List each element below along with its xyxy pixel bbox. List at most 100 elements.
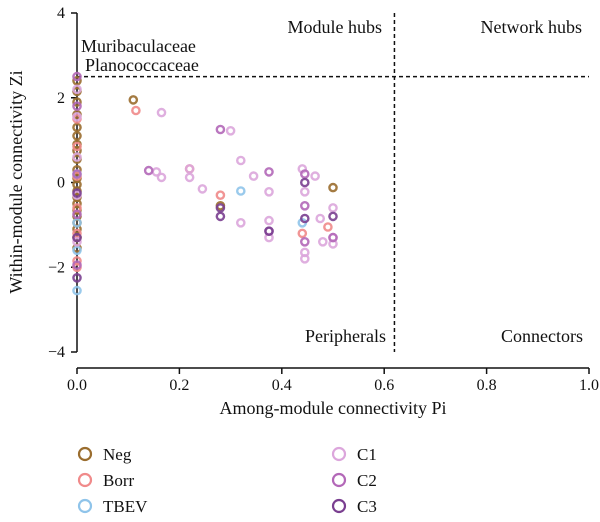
legend-marker-icon bbox=[77, 472, 93, 488]
legend-item-c1: C1 bbox=[331, 445, 377, 464]
data-point-c3 bbox=[299, 177, 310, 188]
y-tick-label: −2 bbox=[48, 259, 65, 276]
data-point-c3 bbox=[72, 272, 82, 283]
data-point-tbev bbox=[72, 217, 82, 228]
quadrant-label-module-hubs: Module hubs bbox=[288, 17, 383, 37]
x-tick-label: 0.6 bbox=[374, 377, 394, 394]
data-point-c3 bbox=[72, 232, 82, 243]
legend-label: C2 bbox=[357, 471, 377, 490]
data-point-neg bbox=[128, 95, 139, 105]
x-tick-label: 0.4 bbox=[272, 377, 292, 394]
data-point-neg bbox=[72, 76, 82, 86]
data-point-neg bbox=[72, 122, 82, 133]
y-axis-label: Within-module connectivity Zi bbox=[6, 70, 26, 293]
annotation-muribaculaceae: Muribaculaceae bbox=[81, 36, 196, 56]
y-tick-label: 4 bbox=[57, 5, 65, 22]
data-point-borr bbox=[131, 105, 141, 116]
data-point-c1 bbox=[264, 186, 274, 197]
data-point-c2 bbox=[72, 71, 82, 82]
annotation-planococcaceae: Planococcaceae bbox=[85, 55, 199, 75]
data-point-c1 bbox=[248, 171, 259, 181]
data-point-c1 bbox=[184, 172, 195, 183]
x-tick-label: 1.0 bbox=[579, 377, 599, 394]
axes: −4 −2 0 2 4 0.0 0.2 0.4 0.6 0.8 1.0 bbox=[48, 5, 599, 394]
data-point-c3 bbox=[299, 213, 310, 224]
legend-marker-icon bbox=[77, 498, 93, 514]
legend-label: C1 bbox=[357, 445, 377, 464]
legend-item-neg: Neg bbox=[77, 445, 132, 464]
legend-label: Borr bbox=[103, 471, 135, 490]
data-point-c1 bbox=[197, 184, 208, 194]
data-point-c2 bbox=[299, 200, 310, 211]
quadrant-label-connectors: Connectors bbox=[501, 326, 583, 346]
quadrant-label-peripherals: Peripherals bbox=[305, 326, 386, 346]
data-point-c2 bbox=[72, 209, 82, 220]
series-c1 bbox=[72, 84, 338, 264]
data-point-c1 bbox=[156, 172, 167, 183]
data-point-c2 bbox=[299, 169, 310, 179]
legend: Neg Borr TBEV C1 C2 C3 bbox=[77, 445, 377, 516]
labels: Module hubs Network hubs Peripherals Con… bbox=[6, 17, 583, 418]
series-borr bbox=[72, 105, 333, 273]
data-points bbox=[72, 71, 338, 296]
data-point-borr bbox=[72, 228, 82, 239]
legend-item-c3: C3 bbox=[331, 497, 377, 516]
data-point-c1 bbox=[72, 236, 82, 247]
data-point-c3 bbox=[215, 203, 226, 213]
data-point-c1 bbox=[264, 215, 274, 226]
legend-marker-icon bbox=[331, 498, 347, 514]
data-point-c1 bbox=[235, 217, 246, 228]
data-point-c1 bbox=[299, 186, 310, 197]
data-point-c1 bbox=[310, 171, 320, 181]
legend-item-c2: C2 bbox=[331, 471, 377, 490]
legend-item-tbev: TBEV bbox=[77, 497, 148, 516]
series-c3 bbox=[72, 177, 338, 283]
data-point-c3 bbox=[215, 211, 226, 222]
x-tick-label: 0.8 bbox=[477, 377, 497, 394]
data-point-c3 bbox=[264, 226, 274, 236]
data-point-c1 bbox=[328, 203, 338, 213]
legend-marker-icon bbox=[331, 446, 347, 462]
data-point-borr bbox=[297, 228, 308, 239]
legend-label: Neg bbox=[103, 445, 132, 464]
threshold-lines bbox=[77, 13, 589, 352]
legend-marker-icon bbox=[77, 446, 93, 462]
data-point-c1 bbox=[72, 112, 82, 122]
x-tick-label: 0.2 bbox=[169, 377, 189, 394]
data-point-c3 bbox=[328, 211, 338, 222]
data-point-tbev bbox=[72, 285, 82, 296]
legend-item-borr: Borr bbox=[77, 471, 135, 490]
data-point-c1 bbox=[156, 107, 167, 118]
data-point-tbev bbox=[235, 186, 246, 196]
legend-label: C3 bbox=[357, 497, 377, 516]
data-point-c2 bbox=[264, 167, 274, 177]
data-point-neg bbox=[72, 131, 82, 141]
data-point-c1 bbox=[72, 84, 82, 95]
data-point-neg bbox=[72, 97, 82, 107]
data-point-neg bbox=[328, 182, 338, 193]
y-tick-label: 2 bbox=[57, 90, 65, 107]
series-neg bbox=[72, 76, 338, 253]
data-point-c1 bbox=[299, 253, 310, 264]
data-point-c1 bbox=[315, 213, 326, 224]
y-tick-label: 0 bbox=[57, 175, 65, 192]
data-point-c2 bbox=[299, 236, 310, 247]
data-point-c1 bbox=[225, 126, 236, 136]
x-axis-label: Among-module connectivity Pi bbox=[220, 398, 447, 418]
legend-marker-icon bbox=[331, 472, 347, 488]
data-point-borr bbox=[215, 190, 226, 200]
data-point-borr bbox=[323, 222, 333, 232]
data-point-c2 bbox=[215, 124, 226, 135]
data-point-c2 bbox=[72, 260, 82, 270]
data-point-c1 bbox=[184, 164, 195, 174]
data-point-c2 bbox=[143, 165, 154, 176]
data-point-tbev bbox=[72, 245, 82, 256]
data-point-borr bbox=[72, 141, 82, 152]
data-point-c1 bbox=[317, 236, 328, 247]
quadrant-label-network-hubs: Network hubs bbox=[481, 17, 583, 37]
data-point-c2 bbox=[72, 101, 82, 111]
data-point-c1 bbox=[235, 155, 246, 166]
x-tick-label: 0.0 bbox=[67, 377, 87, 394]
data-point-c2 bbox=[72, 169, 82, 179]
